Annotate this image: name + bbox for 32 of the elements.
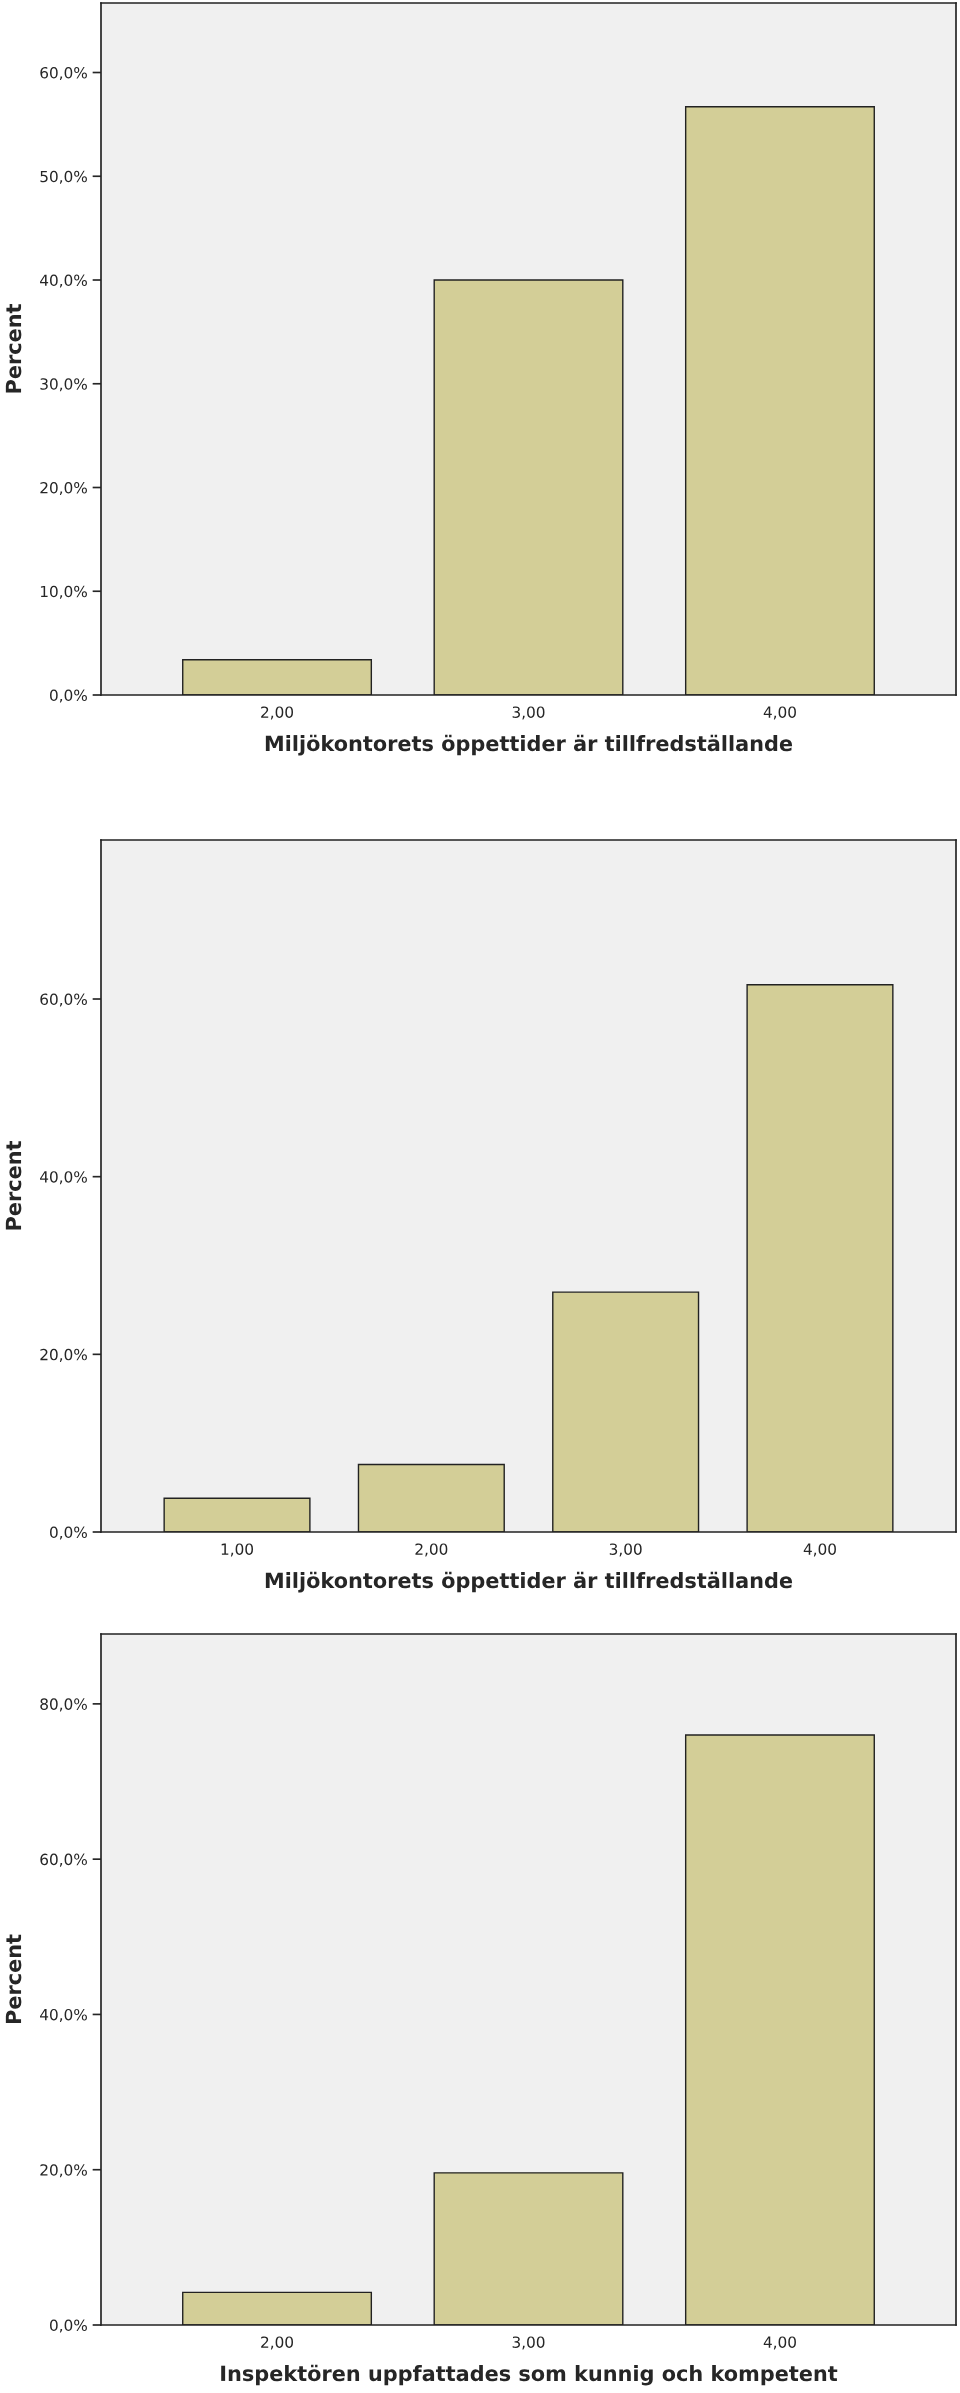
y-tick-label: 60,0% <box>40 993 87 1007</box>
x-axis-title: Miljökontorets öppettider är tillfredställande <box>265 734 793 756</box>
x-tick-label: 2,00 <box>415 1543 448 1557</box>
y-tick-label: 20,0% <box>40 2164 87 2178</box>
y-tick-label: 60,0% <box>40 1853 87 1867</box>
y-tick-label: 20,0% <box>40 1348 87 1362</box>
x-tick-label: 3,00 <box>512 2336 545 2350</box>
y-tick-label: 0,0% <box>50 1526 87 1540</box>
x-axis-title: Miljökontorets öppettider är tillfredställande <box>265 1571 793 1593</box>
x-tick-label: 4,00 <box>763 2336 796 2350</box>
y-tick-label: 20,0% <box>40 481 87 496</box>
y-tick-label: 60,0% <box>40 66 87 81</box>
y-tick-label: 30,0% <box>40 378 87 392</box>
y-axis-title: Percent <box>5 1934 22 2024</box>
y-tick-label: 80,0% <box>40 1698 87 1712</box>
x-tick-label: 4,00 <box>763 706 796 720</box>
x-tick-label: 2,00 <box>261 706 294 720</box>
x-tick-label: 4,00 <box>803 1543 836 1557</box>
x-tick-label: 2,00 <box>261 2336 294 2350</box>
y-tick-label: 0,0% <box>50 689 87 703</box>
x-tick-label: 1,00 <box>221 1543 254 1557</box>
y-tick-label: 0,0% <box>50 2319 87 2333</box>
y-axis-title: Percent <box>5 304 22 393</box>
y-tick-label: 10,0% <box>40 585 87 599</box>
y-tick-label: 40,0% <box>40 274 87 288</box>
y-tick-label: 40,0% <box>40 1171 87 1185</box>
x-tick-label: 3,00 <box>512 706 545 720</box>
y-tick-label: 40,0% <box>40 2008 87 2023</box>
x-axis-title: Inspektören uppfattades som kunnig och kompetent <box>221 2364 838 2386</box>
y-tick-label: 50,0% <box>40 170 87 184</box>
y-axis-title: Percent <box>5 1141 22 1230</box>
x-tick-label: 3,00 <box>609 1543 642 1557</box>
